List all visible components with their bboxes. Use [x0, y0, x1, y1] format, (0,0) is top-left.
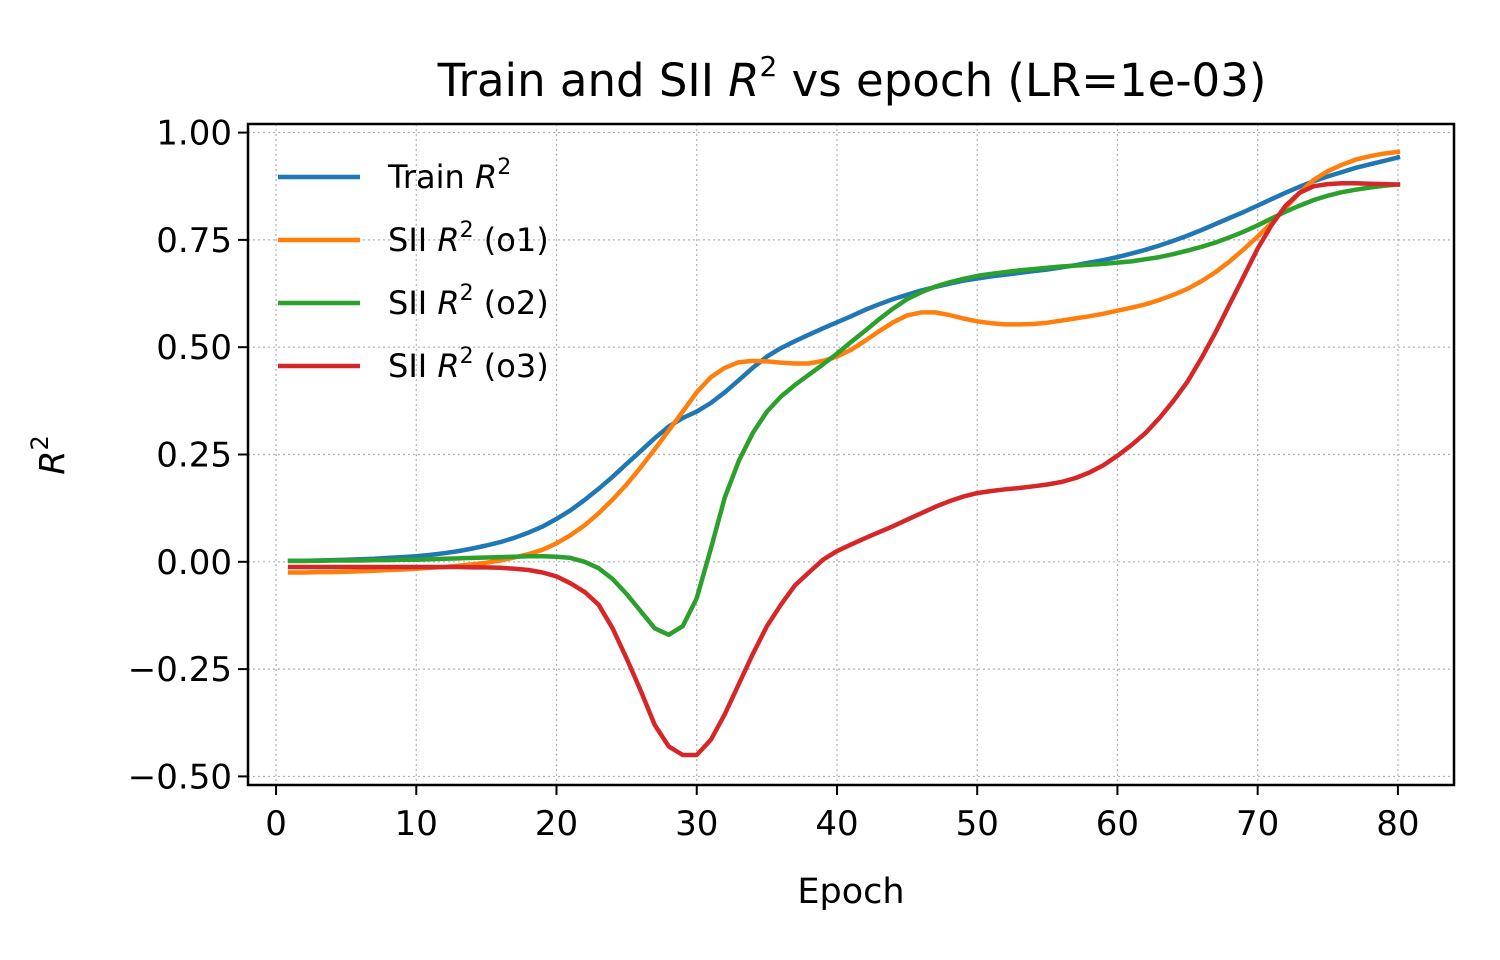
chart-title: Train and SII R2 vs epoch (LR=1e-03)	[437, 50, 1267, 107]
legend-label: SII R2 (o2)	[388, 281, 549, 322]
y-tick-label: 0.25	[156, 436, 232, 476]
legend-label: SII R2 (o3)	[388, 344, 549, 385]
axis-ticks: 0 10 20 30 40 50 60 70 80 1.00 0.75 0.50 0.25 0.00 −0.…	[128, 114, 1420, 844]
y-axis-label: R2	[26, 435, 73, 475]
x-tick-label: 10	[395, 804, 438, 844]
x-tick-label: 80	[1376, 804, 1419, 844]
series-line-4	[287, 180, 1401, 758]
series-lines	[287, 149, 1401, 758]
y-tick-label: 0.75	[156, 221, 232, 261]
series-line-1	[287, 154, 1401, 564]
x-axis-label: Epoch	[797, 872, 904, 912]
x-tick-label: 0	[265, 804, 287, 844]
legend-label: SII R2 (o1)	[388, 218, 549, 259]
y-tick-label: 0.50	[156, 328, 232, 368]
x-tick-label: 20	[535, 804, 578, 844]
x-tick-label: 70	[1236, 804, 1279, 844]
y-tick-label: 1.00	[156, 114, 232, 154]
x-tick-label: 50	[956, 804, 999, 844]
x-tick-label: 60	[1096, 804, 1139, 844]
series-line-3	[287, 182, 1401, 638]
x-tick-label: 30	[675, 804, 718, 844]
y-tick-label: −0.25	[128, 650, 232, 690]
y-tick-label: 0.00	[156, 543, 232, 583]
legend-label: Train R2	[387, 155, 511, 196]
y-tick-label: −0.50	[128, 757, 232, 797]
legend: Train R2 SII R2 (o1) SII R2 (o2) SII R2 (o3…	[278, 155, 549, 385]
x-tick-label: 40	[815, 804, 858, 844]
series-line-2	[287, 149, 1401, 575]
